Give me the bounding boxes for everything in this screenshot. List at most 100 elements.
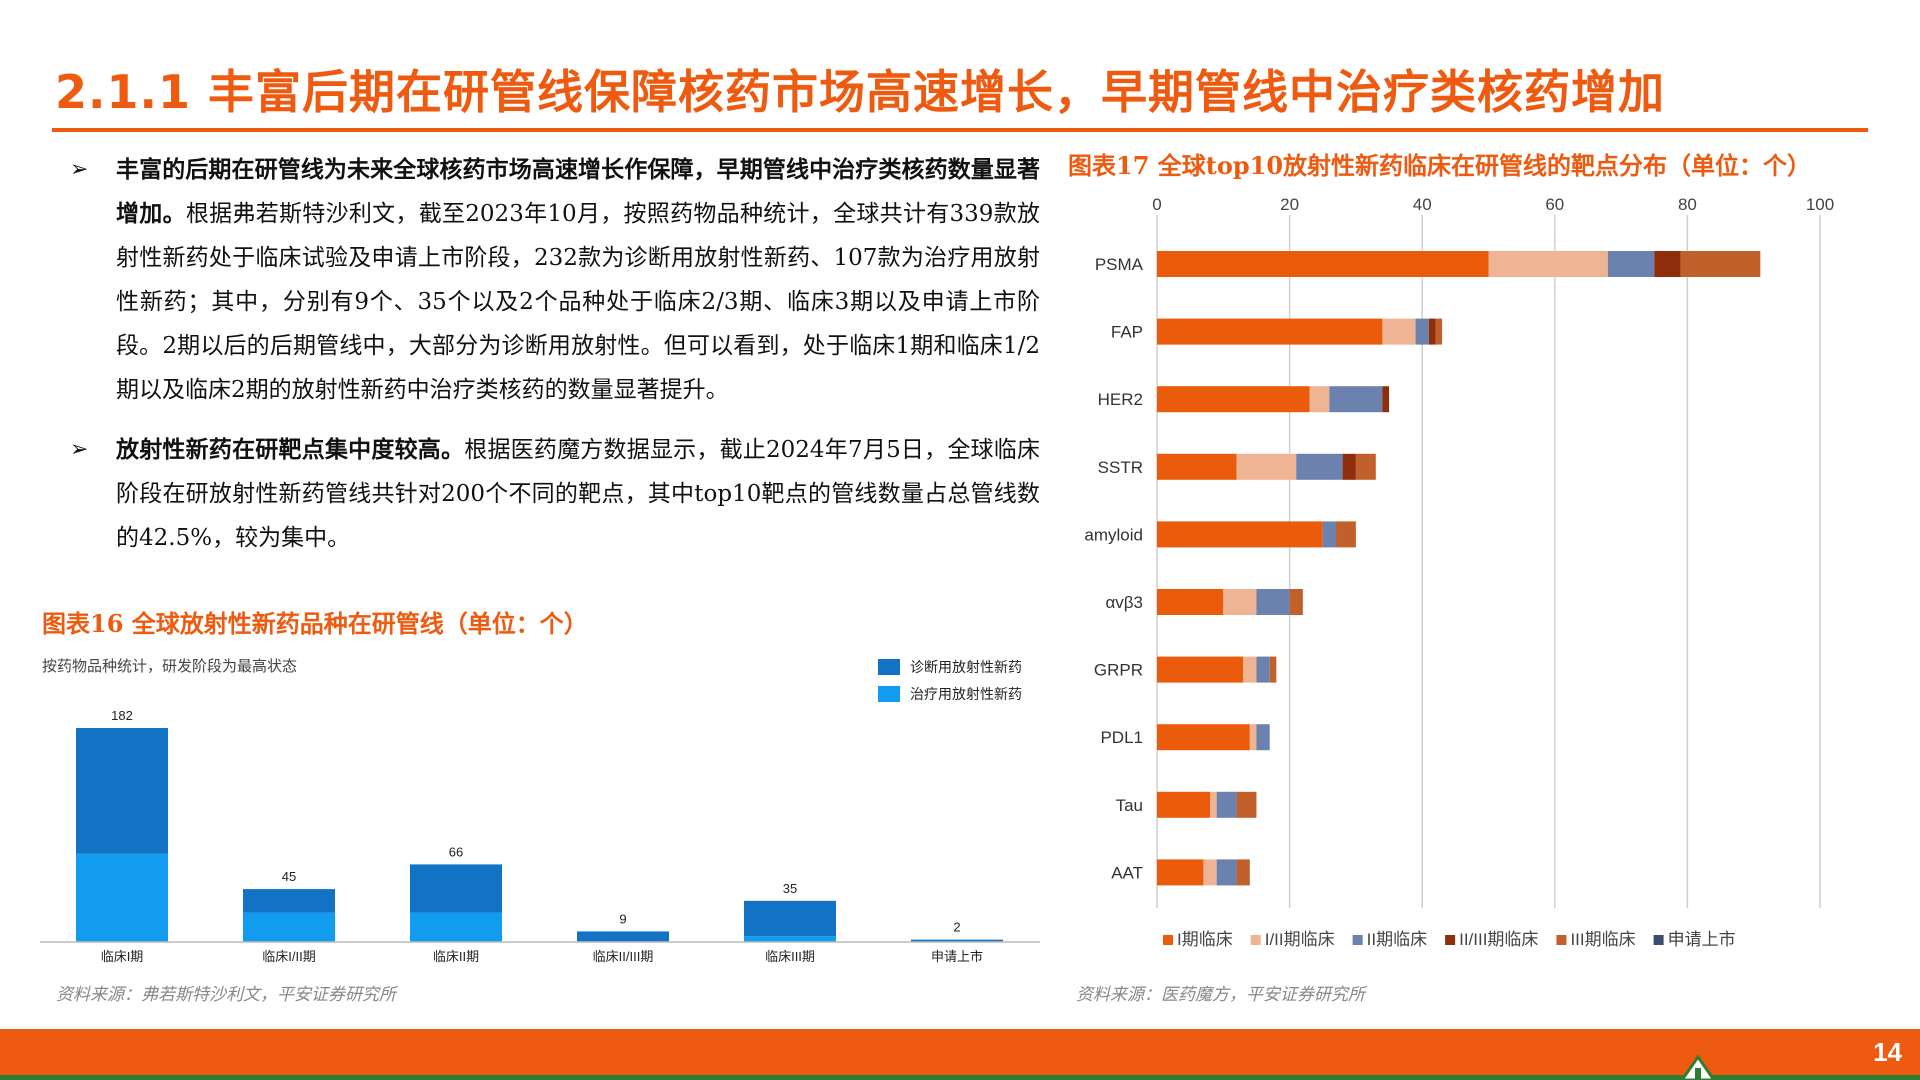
bullet-list: ➢ 丰富的后期在研管线为未来全球核药市场高速增长作保障，早期管线中治疗类核药数量… bbox=[70, 148, 1040, 576]
y-tick-label: αvβ3 bbox=[1105, 593, 1143, 612]
bar-segment bbox=[1157, 589, 1224, 615]
bar-segment bbox=[1654, 251, 1681, 277]
bar-segment bbox=[1157, 318, 1383, 345]
bar-segment bbox=[410, 864, 502, 913]
bar-segment bbox=[1223, 589, 1257, 615]
target-distribution-chart: 0 20 40 60 80 100 PSMA FAP HER2 SSTR amyloid αvβ3 G… bbox=[1084, 195, 1834, 949]
x-tick-label: 临床I期 bbox=[101, 949, 144, 964]
chart17-ylabels: PSMA FAP HER2 SSTR amyloid αvβ3 GRPR PDL1 Tau AAT bbox=[1084, 255, 1143, 882]
bar-total-label: 45 bbox=[282, 869, 296, 884]
bar-segment bbox=[577, 931, 669, 942]
figure17-source: 资料来源：医药魔方，平安证券研究所 bbox=[1076, 985, 1365, 1005]
bar-segment bbox=[76, 853, 168, 942]
bar-segment bbox=[243, 889, 335, 913]
legend-swatch bbox=[1163, 935, 1173, 945]
bar-segment bbox=[1296, 453, 1343, 480]
chart16-xlabels: 临床I期 临床I/II期 临床II期 临床II/III期 临床III期 申请上市 bbox=[101, 949, 983, 964]
page-number: 14 bbox=[1873, 1037, 1902, 1067]
bar-segment bbox=[1680, 251, 1761, 277]
figure16-source: 资料来源：弗若斯特沙利文，平安证券研究所 bbox=[56, 985, 396, 1005]
bar-segment bbox=[1157, 791, 1211, 818]
bar-segment bbox=[1415, 318, 1429, 345]
arrow-bullet-icon: ➢ bbox=[70, 437, 89, 462]
bar-segment bbox=[1216, 859, 1237, 886]
bar-segment bbox=[1342, 453, 1356, 480]
bar-segment bbox=[1157, 251, 1489, 277]
bullet-body: 根据医药魔方数据显示，截止2024年7月5日，全球临床阶段在研放射性新药管线共针… bbox=[116, 437, 1040, 551]
figure16-title: 图表16 全球放射性新药品种在研管线（单位：个） bbox=[42, 609, 588, 638]
bullet-bold-lead: 丰富的后期在研管线为未来全球核药市场高速增长作保障，早期管线中治疗类核药数量显著… bbox=[116, 156, 1040, 227]
x-tick-label: 临床II/III期 bbox=[593, 949, 654, 964]
x-tick-label: 60 bbox=[1545, 195, 1564, 214]
bar-segment bbox=[1435, 318, 1443, 345]
bullet-bold-lead: 放射性新药在研靶点集中度较高。 bbox=[116, 436, 465, 463]
bar-segment bbox=[1336, 521, 1356, 548]
figure17-title: 图表17 全球top10放射性新药临床在研管线的靶点分布（单位：个） bbox=[1068, 151, 1812, 180]
bar-segment bbox=[1203, 859, 1217, 886]
company-logo-icon bbox=[1680, 1055, 1716, 1080]
bar-total-label: 66 bbox=[449, 844, 463, 859]
y-tick-label: amyloid bbox=[1084, 525, 1143, 544]
chart17-bars bbox=[1157, 251, 1761, 886]
legend-label: II/III期临床 bbox=[1459, 930, 1538, 949]
bar-segment bbox=[1329, 386, 1383, 413]
legend-swatch bbox=[1250, 935, 1261, 945]
bar-segment bbox=[1236, 859, 1250, 886]
bullet-item-targets: ➢ 放射性新药在研靶点集中度较高。根据医药魔方数据显示，截止2024年7月5日，… bbox=[70, 428, 1040, 560]
bar-segment bbox=[1210, 791, 1217, 818]
bar-segment bbox=[1216, 791, 1237, 818]
figure16-subtitle: 按药物品种统计，研发阶段为最高状态 bbox=[42, 658, 297, 675]
x-tick-label: 临床III期 bbox=[765, 949, 815, 964]
x-tick-label: 临床II期 bbox=[433, 949, 479, 964]
legend-swatch bbox=[878, 686, 900, 702]
bar-segment bbox=[1157, 724, 1250, 751]
x-tick-label: 临床I/II期 bbox=[262, 949, 315, 964]
x-tick-label: 100 bbox=[1806, 195, 1834, 214]
bar-segment bbox=[1322, 521, 1337, 548]
footer-green-line bbox=[0, 1075, 1920, 1080]
bar-segment bbox=[1256, 589, 1290, 615]
x-tick-label: 20 bbox=[1280, 195, 1299, 214]
bar-segment bbox=[744, 936, 836, 942]
bar-segment bbox=[1243, 656, 1257, 683]
bar-segment bbox=[1382, 386, 1390, 413]
chart16-bars: 182 45 66 9 35 2 bbox=[76, 708, 1003, 942]
bar-segment bbox=[1269, 656, 1277, 683]
bar-segment bbox=[911, 939, 1003, 942]
bar-segment bbox=[1355, 453, 1376, 480]
bar-segment bbox=[243, 912, 335, 942]
legend-label: II期临床 bbox=[1367, 930, 1427, 949]
bar-segment bbox=[744, 900, 836, 937]
bar-segment bbox=[1157, 453, 1237, 480]
y-tick-label: FAP bbox=[1111, 323, 1143, 342]
y-tick-label: Tau bbox=[1116, 796, 1143, 815]
bar-segment bbox=[1309, 386, 1330, 413]
legend-swatch bbox=[1556, 935, 1567, 945]
page-title: 2.1.1 丰富后期在研管线保障核药市场高速增长，早期管线中治疗类核药增加 bbox=[55, 65, 1665, 119]
bar-segment bbox=[410, 912, 502, 942]
bar-segment bbox=[1236, 791, 1257, 818]
x-tick-label: 80 bbox=[1678, 195, 1697, 214]
legend-label: I/II期临床 bbox=[1265, 930, 1335, 949]
bar-segment bbox=[1488, 251, 1608, 277]
bar-segment bbox=[1236, 453, 1297, 480]
x-tick-label: 40 bbox=[1413, 195, 1432, 214]
y-tick-label: PSMA bbox=[1095, 255, 1144, 274]
bar-segment bbox=[1289, 589, 1303, 615]
legend-label: 申请上市 bbox=[1668, 930, 1736, 949]
legend-label: I期临床 bbox=[1177, 930, 1233, 949]
legend-swatch bbox=[1445, 935, 1456, 945]
bar-total-label: 2 bbox=[953, 920, 960, 935]
bar-segment bbox=[1428, 318, 1436, 345]
title-divider bbox=[52, 128, 1868, 132]
bullet-item-pipeline: ➢ 丰富的后期在研管线为未来全球核药市场高速增长作保障，早期管线中治疗类核药数量… bbox=[70, 148, 1040, 412]
y-tick-label: PDL1 bbox=[1100, 728, 1143, 747]
y-tick-label: GRPR bbox=[1094, 661, 1143, 680]
bar-segment bbox=[1157, 656, 1244, 683]
y-tick-label: AAT bbox=[1111, 863, 1143, 882]
bar-segment bbox=[1382, 318, 1416, 345]
bar-total-label: 9 bbox=[619, 911, 626, 926]
chart17-legend: I期临床 I/II期临床 II期临床 II/III期临床 III期临床 申请上市 bbox=[1163, 930, 1736, 949]
bar-segment bbox=[1157, 386, 1310, 413]
